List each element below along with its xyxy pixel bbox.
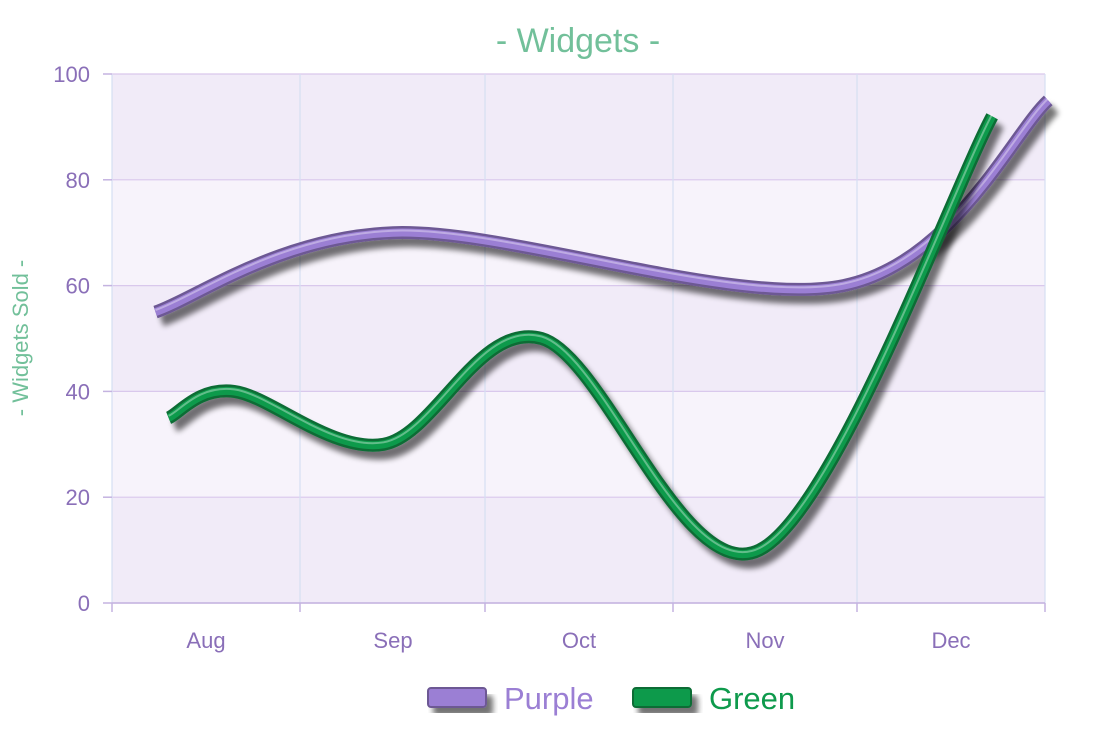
series-line-highlight (168, 113, 994, 553)
legend-item-purple[interactable]: Purple (427, 681, 594, 716)
series-line (154, 97, 1051, 316)
x-tick-label: Sep (373, 628, 412, 653)
y-axis-label: - Widgets Sold - (8, 260, 33, 417)
y-tick-label: 0 (78, 591, 90, 616)
series-purple (153, 95, 1053, 319)
legend-swatch (427, 687, 487, 708)
y-tick-label: 20 (66, 485, 90, 510)
legend-label: Purple (504, 681, 594, 716)
plot-band (112, 74, 1045, 180)
chart-title: - Widgets - (496, 22, 660, 60)
y-tick-label: 80 (66, 168, 90, 193)
series-layer (153, 95, 1053, 561)
legend-label: Green (709, 681, 795, 716)
legend-swatch (632, 687, 692, 708)
x-tick-label: Aug (186, 628, 225, 653)
y-tick-label: 100 (53, 62, 90, 87)
plot-background (112, 74, 1045, 603)
x-tick-label: Dec (931, 628, 970, 653)
series-line-highlight (155, 97, 1049, 311)
legend: Purple Green (427, 681, 795, 716)
legend-item-green[interactable]: Green (632, 681, 795, 716)
axes: 0 20 40 60 80 100 Aug Sep Oct Nov Dec (53, 62, 1046, 653)
y-tick-label: 60 (66, 274, 90, 299)
x-tick-label: Nov (745, 628, 784, 653)
plot-band (112, 497, 1045, 603)
grid-lines (111, 73, 1046, 604)
y-tick-label: 40 (66, 379, 90, 404)
series-green (165, 113, 998, 561)
x-tick-label: Oct (562, 628, 596, 653)
plot-band (112, 391, 1045, 498)
